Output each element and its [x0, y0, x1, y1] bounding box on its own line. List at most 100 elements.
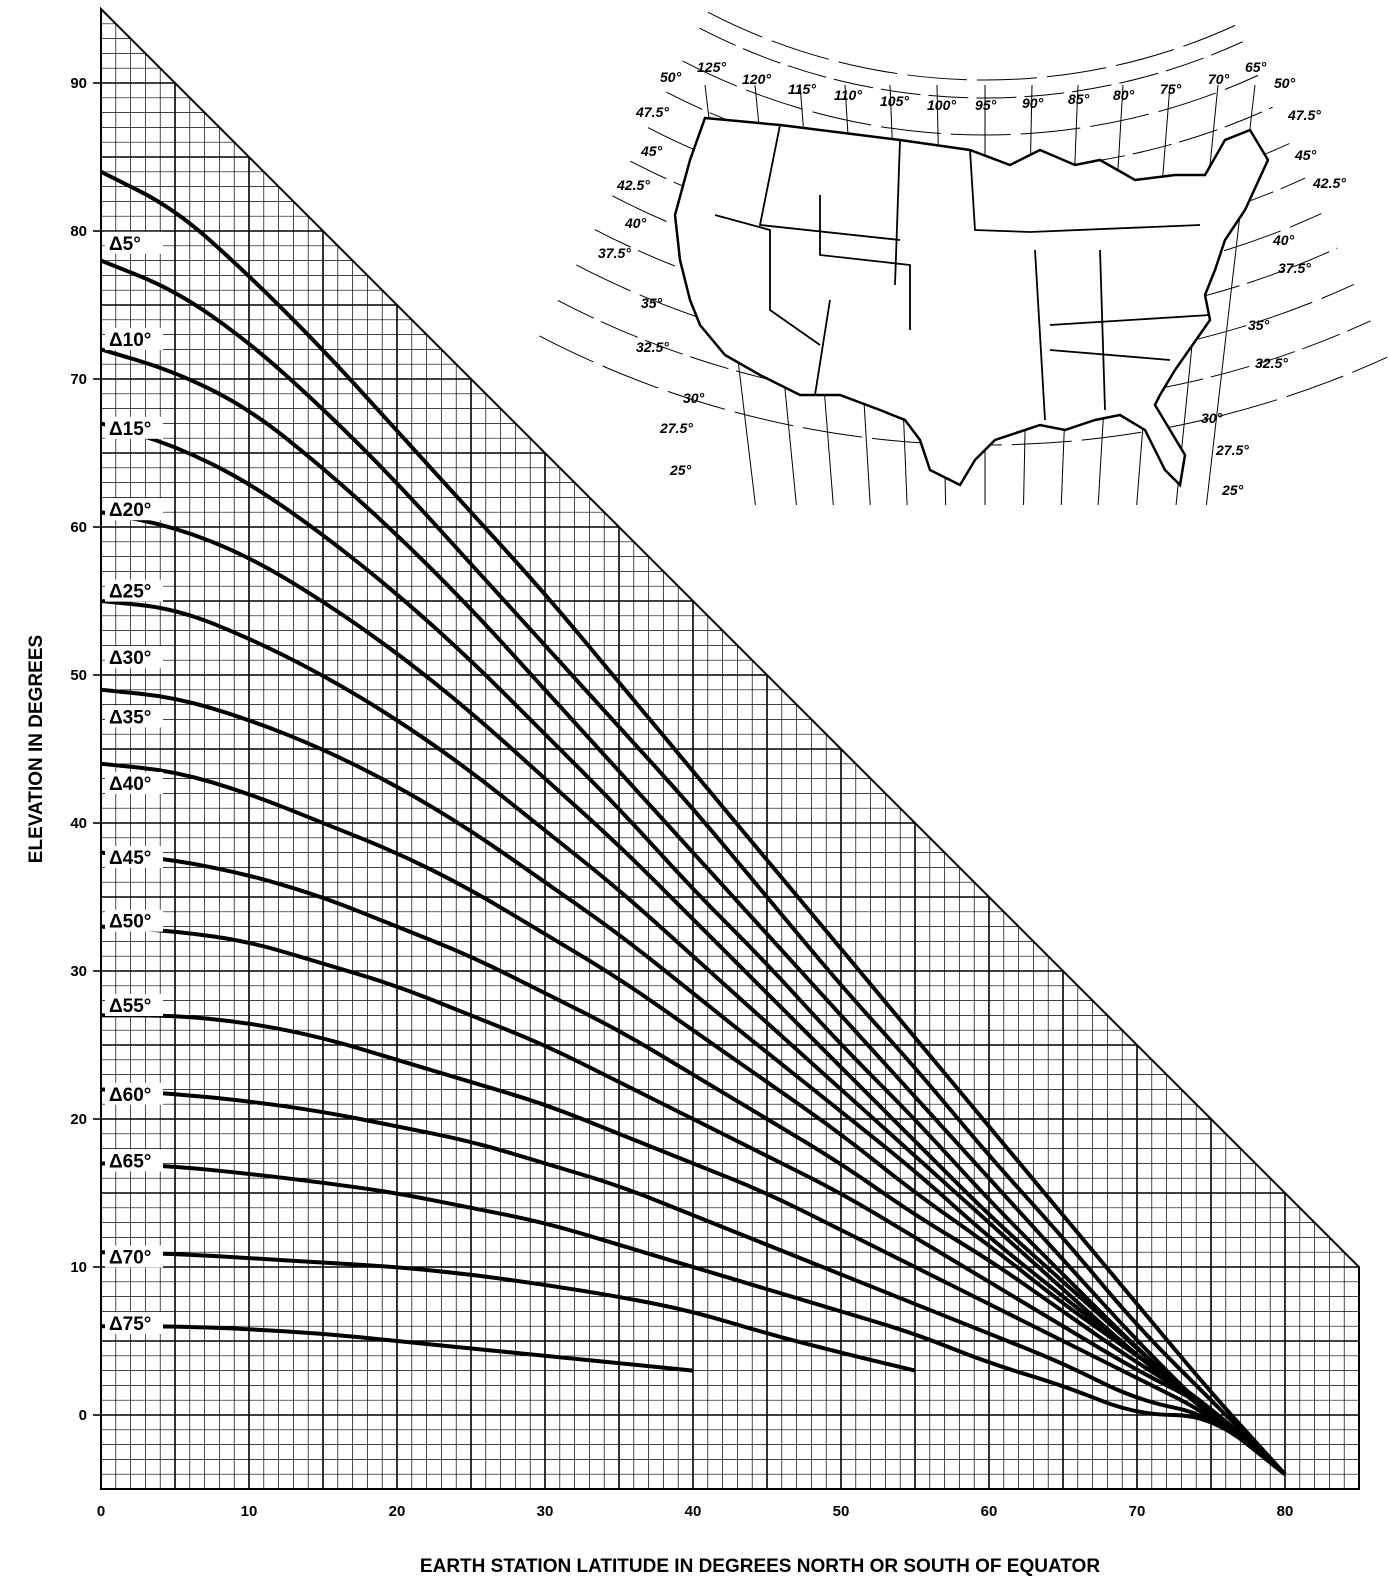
series-line-12: [101, 1087, 1287, 1476]
x-tick-label: 70: [1129, 1503, 1146, 1520]
latitude-label-right: 42.5°: [1312, 175, 1346, 191]
x-tick-label: 20: [389, 1503, 406, 1520]
latitude-label-right: 50°: [1274, 75, 1296, 91]
latitude-label-left: 27.5°: [659, 420, 693, 436]
latitude-label-left: 40°: [624, 215, 647, 231]
curve-label-bg: [105, 579, 163, 602]
series-line-1: [101, 170, 1287, 1476]
y-axis-title: ELEVATION IN DEGREES: [26, 635, 47, 863]
y-tick-label: 50: [70, 667, 87, 684]
curve-label-bg: [105, 1245, 163, 1268]
x-tick-label: 40: [685, 1503, 702, 1520]
curves: [101, 170, 1287, 1476]
series-line-15: [101, 1324, 694, 1373]
curve-label: Δ55°: [109, 996, 151, 1017]
state-border: [1034, 249, 1046, 421]
curve-label: Δ75°: [109, 1314, 151, 1335]
latitude-label-right: 37.5°: [1278, 260, 1311, 276]
curve-label-bg: [105, 705, 163, 728]
latitude-label-right: 35°: [1248, 317, 1270, 333]
longitude-label: 80°: [1113, 87, 1135, 103]
x-tick-label: 60: [981, 1503, 998, 1520]
series-line-6: [101, 599, 1287, 1476]
state-border: [1029, 224, 1201, 233]
longitude-label: 110°: [834, 87, 862, 103]
plot-border: [100, 6, 1360, 1490]
latitude-label-left: 35°: [641, 295, 663, 311]
latitude-label-right: 27.5°: [1215, 442, 1249, 458]
longitude-label: 70°: [1208, 71, 1230, 87]
curve-label-bg: [105, 646, 163, 669]
state-border: [1099, 249, 1106, 411]
series-line-11: [101, 1013, 1287, 1476]
series-line-8: [101, 761, 1287, 1476]
latitude-label-right: 45°: [1294, 147, 1317, 163]
state-border: [1049, 314, 1211, 326]
latitude-label-left: 30°: [683, 390, 705, 406]
latitude-label-left: 32.5°: [636, 339, 669, 355]
y-tick-label: 0: [79, 1407, 87, 1424]
y-tick-label: 70: [70, 371, 87, 388]
curve-labels: Δ5° Δ10° Δ15° Δ20° Δ25° Δ30° Δ35° Δ40° Δ45° Δ50° Δ…: [105, 231, 163, 1335]
state-border: [819, 195, 911, 330]
curve-label-bg: [105, 909, 163, 932]
curve-label-bg: [105, 1149, 163, 1172]
curve-label: Δ45°: [109, 848, 151, 869]
series-line-5: [101, 510, 1287, 1476]
longitude-label: 100°: [927, 97, 956, 113]
longitude-label: 65°: [1245, 59, 1267, 75]
curve-label: Δ25°: [109, 582, 151, 603]
latitude-arc: [707, 11, 1236, 81]
latitude-label-left: 37.5°: [598, 245, 631, 261]
latitude-label-left: 47.5°: [635, 104, 669, 120]
us-map-inset: 125° 120° 115° 110° 105° 100° 95° 90° 85° 80° 75° 7…: [539, 11, 1388, 506]
series-line-13: [101, 1161, 1287, 1476]
curve-label-bg: [105, 846, 163, 868]
longitude-label: 115°: [788, 81, 816, 97]
longitude-label: 95°: [975, 97, 997, 113]
curve-label: Δ15°: [109, 419, 151, 440]
curve-label-bg: [105, 231, 163, 254]
x-tick-label: 80: [1277, 1503, 1294, 1520]
x-tick-label: 30: [537, 1503, 554, 1520]
tick-labels: 0 10 20 30 40 50 60 70 80 0 10 20 30 40 50 60 70 80 90: [70, 75, 1293, 1520]
longitude-label: 105°: [880, 93, 909, 109]
curve-label-bg: [105, 994, 163, 1016]
latitude-label-left: 45°: [640, 143, 663, 159]
latitude-label-right: 47.5°: [1287, 107, 1321, 123]
longitude-label: 125°: [697, 59, 726, 75]
latitude-arc: [682, 60, 1259, 136]
longitude-label: 85°: [1068, 91, 1090, 107]
curve-label: Δ60°: [109, 1085, 151, 1106]
latitude-arc: [699, 27, 1243, 99]
series-line-10: [101, 924, 1287, 1476]
state-border: [969, 149, 1031, 233]
y-tick-label: 10: [70, 1259, 87, 1276]
curve-label: Δ20°: [109, 500, 151, 521]
curve-label: Δ5°: [109, 234, 141, 255]
curve-label-bg: [105, 1082, 163, 1105]
longitude-label: 90°: [1022, 95, 1044, 111]
series-line-14: [101, 1250, 916, 1373]
curve-label-bg: [105, 416, 163, 439]
x-tick-label: 10: [241, 1503, 258, 1520]
x-axis-title: EARTH STATION LATITUDE IN DEGREES NORTH …: [420, 1556, 1100, 1577]
latitude-label-right: 40°: [1272, 232, 1295, 248]
curve-label-bg: [105, 328, 163, 350]
longitude-label: 75°: [1160, 81, 1182, 97]
x-tick-label: 0: [97, 1503, 105, 1520]
y-tick-label: 30: [70, 963, 87, 980]
y-tick-label: 90: [70, 75, 87, 92]
curve-label-bg: [105, 772, 163, 794]
latitude-label-left: 50°: [660, 69, 682, 85]
y-tick-label: 20: [70, 1111, 87, 1128]
x-tick-label: 50: [833, 1503, 850, 1520]
curve-label: Δ30°: [109, 648, 151, 669]
latitude-label-right: 25°: [1221, 482, 1244, 498]
curve-label: Δ40°: [109, 774, 151, 795]
state-border: [814, 299, 831, 396]
series-line-4: [101, 421, 1287, 1476]
series-line-2: [101, 258, 1287, 1476]
